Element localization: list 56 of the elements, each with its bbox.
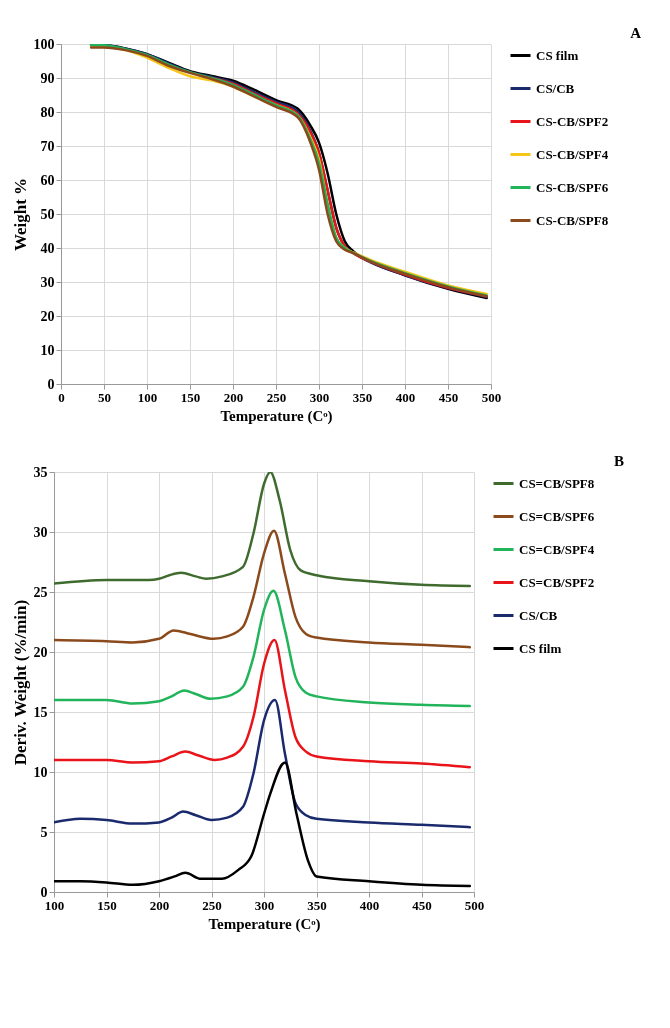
y-tick-label: 30 <box>40 274 55 290</box>
legend-label: CS film <box>519 640 562 656</box>
x-tick-label: 50 <box>98 389 111 405</box>
x-tick-label: 150 <box>180 389 201 405</box>
x-tick-label: 200 <box>149 897 170 913</box>
x-tick-label: 300 <box>309 389 330 405</box>
y-tick-label: 35 <box>33 464 48 480</box>
legend-label: CS/CB <box>519 607 558 623</box>
y-tick-label: 60 <box>40 172 55 188</box>
y-tick-label: 0 <box>40 884 48 900</box>
x-tick-label: 400 <box>395 389 416 405</box>
legend-label: CS film <box>536 47 579 63</box>
x-axis-title: Temperature (Cᵒ) <box>220 407 333 425</box>
y-tick-label: 50 <box>40 206 55 222</box>
legend-label: CS-CB/SPF4 <box>536 146 609 162</box>
y-tick-label: 0 <box>47 376 55 392</box>
legend-label: CS/CB <box>536 80 575 96</box>
x-tick-label: 150 <box>97 897 117 913</box>
y-axis-title: Weight % <box>10 177 30 252</box>
x-tick-label: 250 <box>266 389 287 405</box>
x-tick-label: 400 <box>359 897 380 913</box>
legend-label: CS=CB/SPF8 <box>519 475 595 491</box>
text: A <box>630 25 642 41</box>
x-tick-label: 450 <box>438 389 459 405</box>
legend-label: CS=CB/SPF2 <box>519 574 595 590</box>
y-axis-title: Deriv. Weight (%/min) <box>10 599 30 766</box>
y-tick-label: 20 <box>40 308 55 324</box>
y-tick-label: 40 <box>40 240 55 256</box>
y-tick-label: 25 <box>33 584 48 600</box>
legend-label: CS=CB/SPF4 <box>519 541 595 557</box>
text: B <box>613 453 624 469</box>
y-tick-label: 100 <box>33 36 55 52</box>
y-tick-label: 15 <box>33 704 48 720</box>
x-axis-title: Temperature (Cᵒ) <box>208 915 321 933</box>
x-tick-label: 250 <box>202 897 222 913</box>
x-tick-label: 100 <box>137 389 158 405</box>
x-tick-label: 350 <box>352 389 373 405</box>
y-tick-label: 80 <box>40 104 55 120</box>
x-tick-label: 200 <box>223 389 244 405</box>
y-tick-label: 20 <box>33 644 48 660</box>
legend-label: CS-CB/SPF8 <box>536 212 609 228</box>
legend-label: CS-CB/SPF2 <box>536 113 609 129</box>
y-tick-label: 10 <box>40 342 55 358</box>
legend-label: CS=CB/SPF6 <box>519 508 595 524</box>
x-tick-label: 300 <box>254 897 275 913</box>
y-tick-label: 90 <box>40 70 55 86</box>
x-tick-label: 350 <box>307 897 327 913</box>
x-tick-label: 500 <box>481 389 502 405</box>
y-tick-label: 30 <box>33 524 48 540</box>
y-tick-label: 10 <box>33 764 48 780</box>
x-tick-label: 450 <box>412 897 432 913</box>
legend-label: CS-CB/SPF6 <box>536 179 609 195</box>
y-tick-label: 5 <box>40 824 48 840</box>
x-tick-label: 500 <box>464 897 485 913</box>
x-tick-label: 0 <box>58 389 65 405</box>
y-tick-label: 70 <box>40 138 55 154</box>
